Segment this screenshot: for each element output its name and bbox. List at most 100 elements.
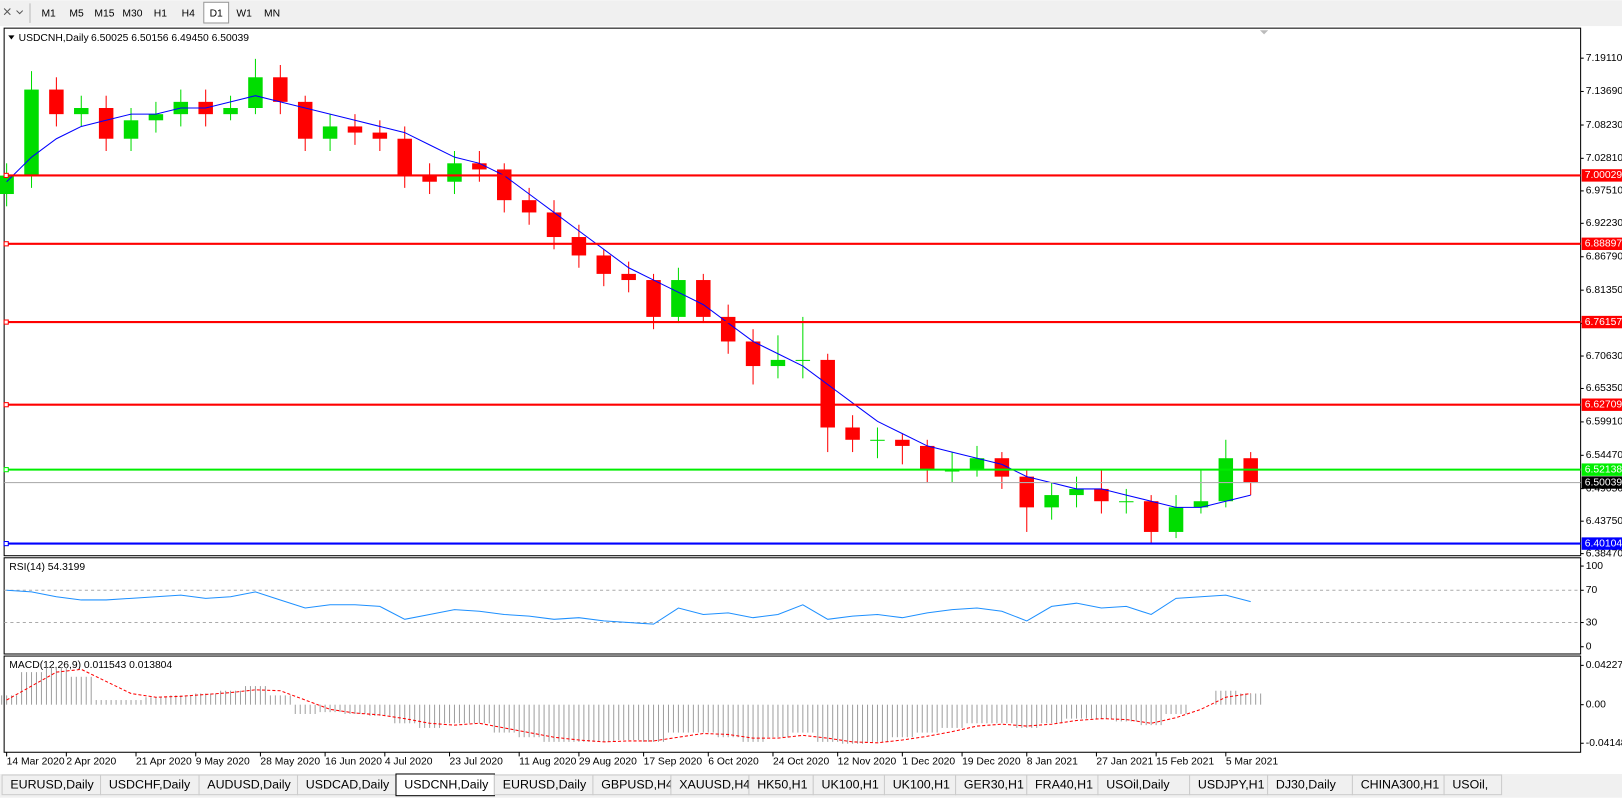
timeframe-button[interactable]: M30 <box>122 8 142 19</box>
tab-label[interactable]: UK100,H1 <box>893 778 950 792</box>
candle-body <box>696 280 710 317</box>
timeframe-button[interactable]: H1 <box>154 8 167 19</box>
x-tick-label: 21 Apr 2020 <box>136 756 192 767</box>
y-tick-label: 6.92230 <box>1586 218 1622 229</box>
y-tick-label: 7.02810 <box>1586 153 1622 164</box>
tab-label[interactable]: DJ30,Daily <box>1276 778 1337 792</box>
candle-body <box>597 255 611 273</box>
candle-body <box>1044 495 1058 507</box>
tab-label[interactable]: AUDUSD,Daily <box>207 778 291 792</box>
tab-label[interactable]: EURUSD,Daily <box>10 778 94 792</box>
timeframe-button[interactable]: M15 <box>94 8 114 19</box>
candle-body <box>820 360 834 428</box>
tab-label[interactable]: FRA40,H1 <box>1035 778 1093 792</box>
candle-body <box>1119 501 1133 502</box>
y-tick-label: 6.86790 <box>1586 251 1622 262</box>
candle-body <box>845 427 859 439</box>
candle-body <box>621 274 635 280</box>
candle-body <box>1169 507 1183 532</box>
timeframe-button[interactable]: W1 <box>236 8 252 19</box>
tab-label[interactable]: HK50,H1 <box>757 778 807 792</box>
tab-label[interactable]: USDCNH,Daily <box>404 778 489 792</box>
candle-body <box>870 440 884 441</box>
x-tick-label: 15 Feb 2021 <box>1156 756 1214 767</box>
timeframe-button[interactable]: MN <box>264 8 280 19</box>
y-tick-label: 6.65350 <box>1586 383 1622 394</box>
tab-label[interactable]: USDCHF,Daily <box>109 778 191 792</box>
tab-label[interactable]: GBPUSD,H4 <box>601 778 673 792</box>
y-tick-label: 6.43750 <box>1586 516 1622 527</box>
candle-body <box>447 163 461 181</box>
tab-label[interactable]: USDJPY,H1 <box>1198 778 1265 792</box>
y-tick-label: 6.38470 <box>1586 548 1622 559</box>
candle-body <box>671 280 685 317</box>
tab-label[interactable]: CHINA300,H1 <box>1361 778 1440 792</box>
candle-body <box>323 126 337 138</box>
candle-body <box>248 77 262 108</box>
tab-label[interactable]: EURUSD,Daily <box>503 778 587 792</box>
candle-body <box>522 200 536 212</box>
y-tick-label: -0.04148 <box>1586 738 1622 749</box>
candle-body <box>1219 458 1233 501</box>
x-tick-label: 19 Dec 2020 <box>962 756 1021 767</box>
candle-body <box>895 440 909 446</box>
tab-label[interactable]: UK100,H1 <box>822 778 879 792</box>
x-tick-label: 5 Mar 2021 <box>1226 756 1279 767</box>
level-price: 6.76157 <box>1585 317 1622 328</box>
x-tick-label: 17 Sep 2020 <box>644 756 703 767</box>
tab-label[interactable]: GER30,H1 <box>964 778 1024 792</box>
candle-body <box>422 176 436 182</box>
x-tick-label: 6 Oct 2020 <box>708 756 759 767</box>
tab-label[interactable]: USOil, <box>1452 778 1488 792</box>
level-price: 6.88897 <box>1585 239 1622 250</box>
y-tick-label: 100 <box>1586 561 1603 572</box>
candle-body <box>124 120 138 138</box>
tab-label[interactable]: USOil,Daily <box>1106 778 1170 792</box>
level-handle <box>4 542 8 546</box>
y-tick-label: 6.81350 <box>1586 285 1622 296</box>
candle-body <box>497 169 511 200</box>
level-handle <box>4 403 8 407</box>
level-price: 6.52138 <box>1585 464 1622 475</box>
timeframe-button[interactable]: H4 <box>182 8 195 19</box>
x-tick-label: 24 Oct 2020 <box>773 756 830 767</box>
tab-label[interactable]: USDCAD,Daily <box>306 778 390 792</box>
timeframe-button[interactable]: D1 <box>210 8 223 19</box>
candle-body <box>99 108 113 139</box>
x-tick-label: 27 Jan 2021 <box>1096 756 1153 767</box>
y-tick-label: 70 <box>1586 585 1598 596</box>
x-tick-label: 4 Jul 2020 <box>385 756 433 767</box>
candle-body <box>796 360 810 361</box>
candle-body <box>746 341 760 366</box>
y-tick-label: 0 <box>1586 641 1592 652</box>
y-tick-label: 0.00 <box>1586 699 1606 710</box>
candle-body <box>1144 501 1158 532</box>
candle-body <box>646 280 660 317</box>
x-tick-label: 16 Jun 2020 <box>325 756 382 767</box>
x-tick-label: 29 Aug 2020 <box>579 756 637 767</box>
level-price: 6.62709 <box>1585 399 1622 410</box>
level-price: 6.40104 <box>1585 538 1622 549</box>
candle-body <box>223 108 237 114</box>
y-tick-label: 0.042275 <box>1586 660 1622 671</box>
candle-body <box>721 317 735 342</box>
rsi-label: RSI(14) 54.3199 <box>9 562 85 573</box>
candle-body <box>298 102 312 139</box>
macd-label: MACD(12,26,9) 0.011543 0.013804 <box>9 660 172 671</box>
candle-body <box>74 108 88 114</box>
tab-label[interactable]: XAUUSD,H4 <box>679 778 750 792</box>
level-handle <box>4 173 8 177</box>
x-tick-label: 11 Aug 2020 <box>519 756 576 767</box>
candle-body <box>920 446 934 471</box>
candle-body <box>572 237 586 255</box>
candle-body <box>1094 489 1108 501</box>
y-tick-label: 6.54470 <box>1586 450 1622 461</box>
timeframe-button[interactable]: M5 <box>69 8 84 19</box>
x-tick-label: 1 Dec 2020 <box>902 756 955 767</box>
y-tick-label: 30 <box>1586 617 1598 628</box>
timeframe-button[interactable]: M1 <box>41 8 56 19</box>
candle-body <box>49 90 63 115</box>
y-tick-label: 7.13690 <box>1586 86 1622 97</box>
x-tick-label: 2 Apr 2020 <box>66 756 116 767</box>
